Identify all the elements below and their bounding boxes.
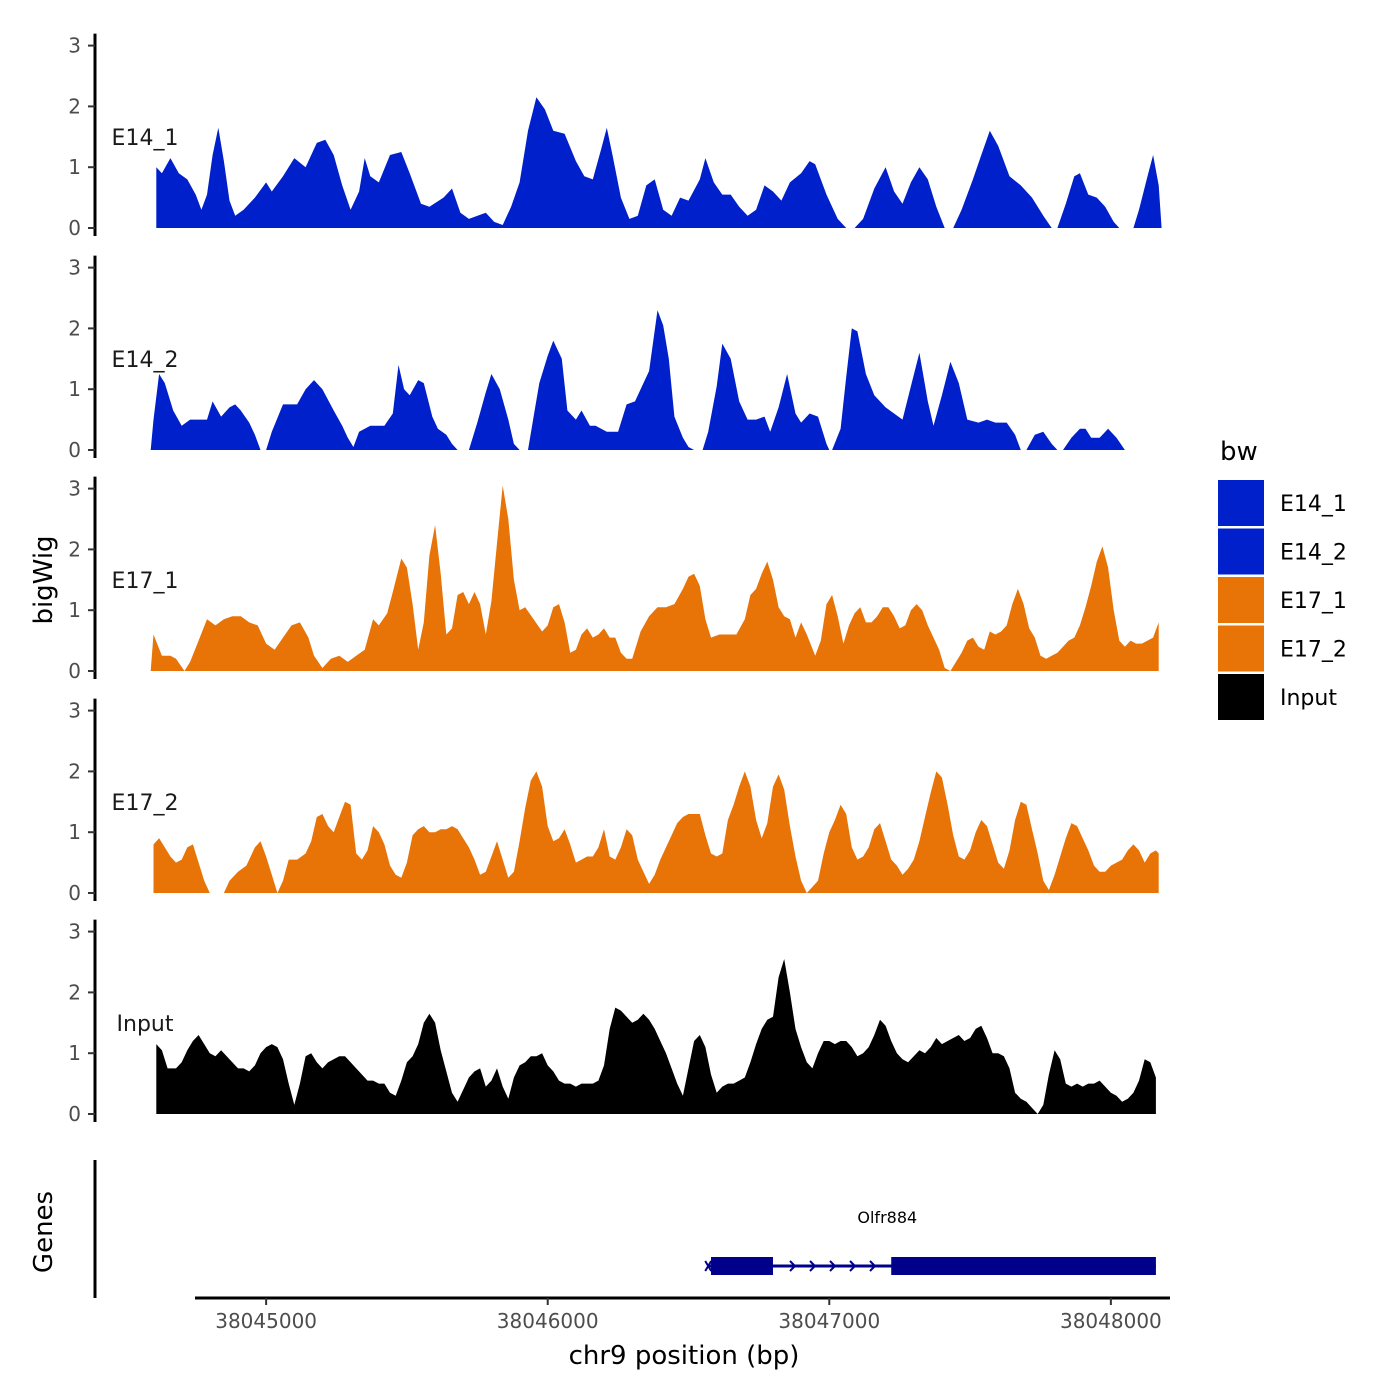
y-tick-label: 3: [68, 699, 81, 723]
strand-arrow: [829, 1260, 837, 1272]
gene-start-mark: [704, 1260, 713, 1272]
y-tick-label: 1: [68, 377, 81, 401]
area-Input: [156, 959, 1156, 1114]
area-E17_2: [153, 771, 1159, 893]
legend-item-E14_1: E14_1: [1218, 480, 1347, 526]
track-label: E17_1: [112, 569, 179, 594]
gene-Olfr884: Olfr884: [704, 1208, 1156, 1275]
genes-title: Genes: [29, 1191, 59, 1273]
legend-item-Input: Input: [1218, 674, 1337, 720]
track-label: E14_1: [112, 126, 179, 151]
y-tick-label: 3: [68, 34, 81, 58]
y-tick-label: 3: [68, 477, 81, 501]
track-E17_1: 0 1 2 3 E17_1: [68, 476, 1159, 683]
track-E14_2: 0 1 2 3 E14_2: [68, 255, 1125, 462]
y-axis-title: bigWig: [29, 535, 59, 624]
y-tick-label: 1: [68, 598, 81, 622]
track-label: E17_2: [112, 791, 179, 816]
legend-label: E14_2: [1280, 541, 1347, 566]
track-Input: 0 1 2 3 Input: [68, 919, 1156, 1126]
y-tick-label: 0: [68, 216, 81, 240]
legend-swatch: [1218, 480, 1264, 526]
y-tick-label: 0: [68, 438, 81, 462]
x-tick-label: 38047000: [778, 1309, 880, 1333]
legend-title: bw: [1220, 437, 1258, 467]
strand-arrow: [849, 1260, 857, 1272]
track-label: Input: [117, 1012, 174, 1037]
legend-label: E17_2: [1280, 638, 1347, 663]
area-E14_2: [150, 310, 1125, 450]
track-E17_2: 0 1 2 3 E17_2: [68, 698, 1159, 905]
y-tick-label: 2: [68, 759, 81, 783]
y-tick-label: 1: [68, 1041, 81, 1065]
y-tick-label: 2: [68, 316, 81, 340]
legend-item-E17_2: E17_2: [1218, 625, 1347, 672]
gene-exon: [711, 1257, 773, 1275]
genes-panel: Olfr884: [93, 1160, 1156, 1298]
y-tick-label: 1: [68, 155, 81, 179]
x-axis: 38045000 38046000 38047000 38048000: [195, 1296, 1170, 1333]
area-E14_1: [156, 97, 1162, 228]
x-tick-label: 38046000: [497, 1309, 599, 1333]
legend-swatch: [1218, 625, 1264, 672]
y-tick-label: 0: [68, 1102, 81, 1126]
y-tick-label: 0: [68, 659, 81, 683]
y-tick-label: 1: [68, 820, 81, 844]
strand-arrow: [789, 1260, 797, 1272]
area-E17_1: [150, 485, 1159, 671]
tracks-group: 0 1 2 3 E14_1 0 1 2 3 E14_2 0 1 2 3 E17_1 0 1 2 3 E17_2 0 1 2 3…: [68, 33, 1162, 1126]
legend-swatch: [1218, 577, 1264, 623]
gene-exon: [891, 1257, 1156, 1275]
track-label: E14_2: [112, 348, 179, 373]
legend-swatch: [1218, 528, 1264, 575]
y-tick-label: 3: [68, 920, 81, 944]
x-tick-label: 38045000: [215, 1309, 317, 1333]
gene-label: Olfr884: [857, 1208, 917, 1227]
y-tick-label: 3: [68, 256, 81, 280]
legend-item-E17_1: E17_1: [1218, 577, 1347, 623]
y-tick-label: 2: [68, 94, 81, 118]
strand-arrow: [809, 1260, 817, 1272]
y-tick-label: 2: [68, 980, 81, 1004]
x-axis-title: chr9 position (bp): [569, 1341, 800, 1371]
y-tick-label: 2: [68, 537, 81, 561]
track-E14_1: 0 1 2 3 E14_1: [68, 33, 1162, 240]
y-tick-label: 0: [68, 881, 81, 905]
legend-label: E14_1: [1280, 492, 1347, 517]
legend-swatch: [1218, 674, 1264, 720]
strand-arrow: [869, 1260, 877, 1272]
legend-label: Input: [1280, 686, 1337, 711]
x-tick-label: 38048000: [1060, 1309, 1162, 1333]
legend-item-E14_2: E14_2: [1218, 528, 1347, 575]
legend-label: E17_1: [1280, 589, 1347, 614]
legend: bw E14_1 E14_2 E17_1 E17_2 Input: [1218, 437, 1347, 720]
